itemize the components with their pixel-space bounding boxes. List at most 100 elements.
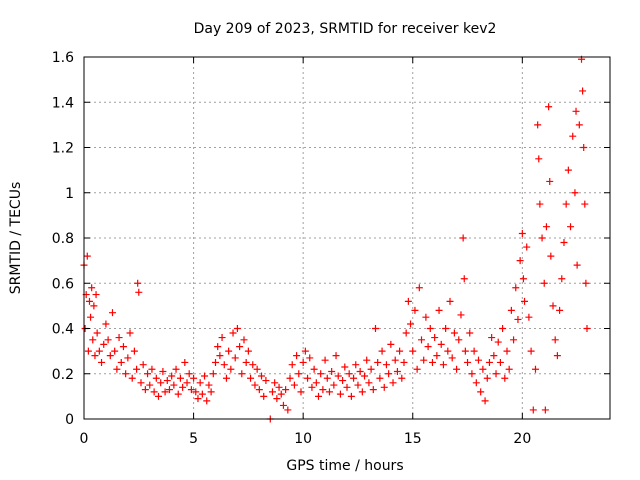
data-point bbox=[538, 234, 546, 242]
data-point bbox=[236, 343, 244, 351]
data-point bbox=[159, 367, 167, 375]
data-point bbox=[268, 388, 276, 396]
data-point bbox=[315, 392, 323, 400]
data-point bbox=[525, 313, 533, 321]
data-point bbox=[203, 397, 211, 405]
data-point bbox=[100, 340, 108, 348]
data-point bbox=[411, 306, 419, 314]
data-point bbox=[510, 336, 518, 344]
data-point bbox=[115, 334, 123, 342]
data-point bbox=[358, 388, 366, 396]
data-point bbox=[332, 352, 340, 360]
data-point bbox=[282, 386, 290, 394]
data-point bbox=[499, 325, 507, 332]
y-tick-label: 1.2 bbox=[52, 141, 74, 157]
y-tick-label: 0.8 bbox=[52, 231, 74, 247]
data-point bbox=[518, 229, 526, 237]
data-point bbox=[247, 374, 255, 382]
data-point bbox=[222, 374, 230, 382]
data-point bbox=[485, 358, 493, 366]
data-point bbox=[519, 275, 527, 283]
data-point bbox=[301, 347, 309, 355]
data-point bbox=[297, 388, 305, 396]
data-point bbox=[415, 284, 423, 292]
data-point bbox=[119, 343, 127, 351]
data-point bbox=[111, 347, 119, 355]
data-point bbox=[304, 374, 312, 382]
data-point bbox=[238, 370, 246, 378]
data-point bbox=[350, 374, 358, 382]
data-point bbox=[481, 397, 489, 405]
x-tick-label: 5 bbox=[189, 431, 198, 447]
y-tick-label: 0 bbox=[65, 412, 74, 428]
data-point bbox=[144, 370, 152, 378]
data-point bbox=[104, 336, 112, 344]
data-point bbox=[536, 200, 544, 208]
data-point bbox=[87, 313, 95, 321]
data-point bbox=[312, 379, 320, 387]
data-point bbox=[92, 291, 100, 299]
data-point bbox=[253, 365, 261, 373]
data-point bbox=[317, 370, 325, 378]
data-point bbox=[150, 388, 158, 396]
data-point bbox=[389, 379, 397, 387]
data-point bbox=[98, 358, 106, 366]
chart-title: Day 209 of 2023, SRMTID for receiver kev… bbox=[194, 21, 497, 37]
data-point bbox=[148, 365, 156, 373]
data-point bbox=[231, 354, 239, 362]
data-point bbox=[433, 352, 441, 360]
data-point bbox=[572, 107, 580, 115]
data-point bbox=[393, 367, 401, 375]
data-points bbox=[80, 55, 591, 423]
data-point bbox=[387, 340, 395, 348]
data-point bbox=[172, 365, 180, 373]
data-point bbox=[404, 297, 412, 305]
data-point bbox=[529, 406, 537, 414]
data-point bbox=[534, 121, 542, 129]
data-point bbox=[378, 347, 386, 355]
data-point bbox=[187, 386, 195, 394]
data-point bbox=[512, 284, 520, 292]
data-point bbox=[540, 279, 548, 287]
data-point bbox=[562, 200, 570, 208]
data-point bbox=[216, 352, 224, 360]
data-point bbox=[535, 155, 543, 163]
data-point bbox=[580, 144, 588, 151]
data-point bbox=[579, 87, 587, 95]
data-point bbox=[183, 379, 191, 387]
data-point bbox=[531, 365, 539, 373]
data-point bbox=[409, 347, 417, 355]
data-point bbox=[426, 325, 434, 332]
data-point bbox=[459, 234, 467, 242]
x-tick-label: 15 bbox=[404, 431, 422, 447]
data-point bbox=[139, 361, 147, 369]
data-point bbox=[225, 347, 233, 355]
data-point bbox=[192, 388, 200, 396]
x-tick-label: 20 bbox=[513, 431, 531, 447]
axis-ticks: 0 0.2 0.4 0.6 0.8 1 1.2 1.4 1.6 0 5 10 15 20 bbox=[52, 50, 610, 447]
data-point bbox=[374, 358, 382, 366]
data-point bbox=[201, 372, 209, 380]
data-point bbox=[212, 358, 219, 366]
data-point bbox=[106, 352, 114, 360]
data-point bbox=[439, 361, 447, 369]
data-point bbox=[85, 297, 93, 305]
data-point bbox=[279, 401, 287, 409]
data-point bbox=[424, 343, 432, 351]
data-point bbox=[547, 252, 555, 260]
data-point bbox=[365, 379, 373, 387]
data-point bbox=[220, 361, 228, 369]
data-point bbox=[299, 358, 307, 366]
data-point bbox=[582, 279, 590, 287]
data-point bbox=[380, 383, 388, 391]
data-point bbox=[507, 306, 515, 314]
data-point bbox=[573, 261, 581, 269]
data-point bbox=[95, 347, 103, 355]
x-tick-label: 10 bbox=[294, 431, 312, 447]
data-point bbox=[310, 365, 318, 373]
data-point bbox=[501, 374, 509, 382]
data-point bbox=[418, 336, 426, 344]
data-point bbox=[334, 372, 342, 380]
data-point bbox=[91, 352, 99, 360]
